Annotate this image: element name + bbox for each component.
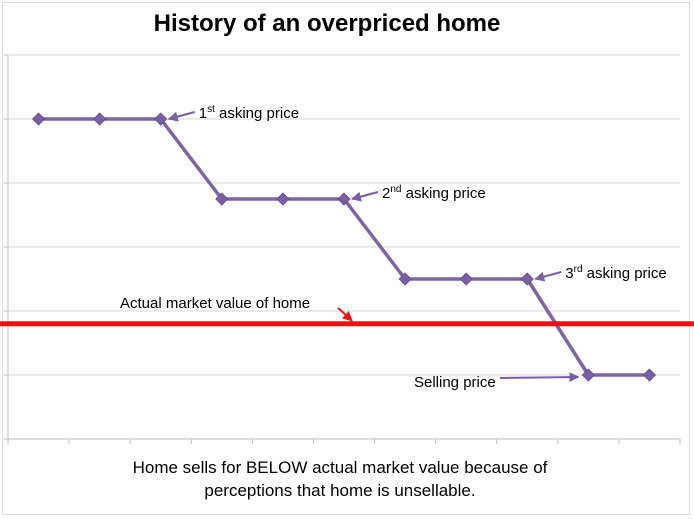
data-point (459, 272, 473, 286)
annotation-arrow (351, 191, 379, 202)
annotation-label: 3rd asking price (565, 264, 666, 282)
data-point (154, 112, 168, 126)
data-point (93, 112, 107, 126)
annotation-arrow (534, 271, 562, 282)
caption-line-1: Home sells for BELOW actual market value… (132, 458, 548, 477)
data-point (520, 272, 534, 286)
data-point (642, 368, 657, 382)
chart-title: History of an overpriced home (153, 10, 501, 37)
annotation-arrow (499, 372, 580, 383)
market-value-label: Actual market value of home (120, 295, 310, 312)
annotation-arrow (167, 111, 195, 122)
annotation-label: 2nd asking price (382, 184, 486, 202)
data-point (581, 368, 595, 382)
annotation-label: 1st asking price (199, 104, 299, 122)
data-point (337, 192, 351, 206)
chart-frame (2, 2, 690, 515)
market-value-arrow (337, 307, 353, 322)
annotation-label: Selling price (414, 374, 496, 391)
chart-caption: Home sells for BELOW actual market value… (80, 456, 600, 502)
data-point (398, 272, 412, 286)
data-point (215, 192, 229, 206)
caption-line-2: perceptions that home is unsellable. (204, 481, 476, 500)
data-point (276, 192, 290, 206)
data-point (31, 112, 46, 126)
